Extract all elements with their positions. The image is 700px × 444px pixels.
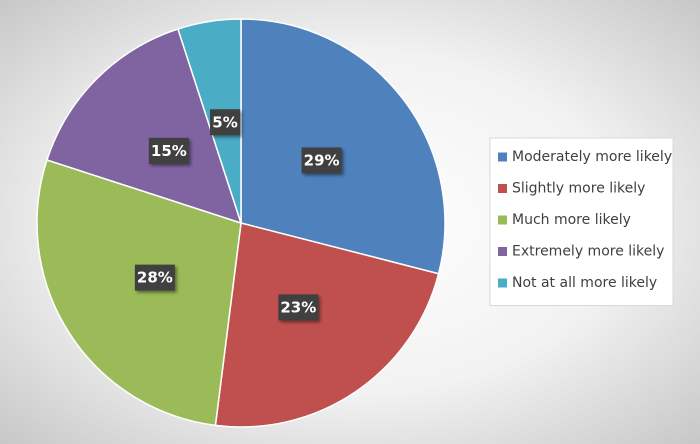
legend-swatch (498, 278, 507, 288)
value-label-box (148, 137, 189, 164)
value-label: 5% (212, 113, 237, 131)
value-label: 15% (151, 142, 187, 160)
pie: 29% 23% 28% 15% 5% (36, 18, 446, 428)
value-label-box (210, 109, 241, 136)
value-label: 28% (137, 269, 173, 287)
pie-slice (240, 18, 446, 275)
legend-label: Moderately more likely (512, 149, 672, 165)
legend-swatch (498, 215, 507, 225)
value-label-box (134, 264, 175, 291)
legend-label: Extremely more likely (512, 244, 664, 260)
value-label: 29% (304, 151, 340, 169)
pie-slice (177, 18, 242, 224)
legend-swatch (498, 247, 507, 256)
legend: Moderately more likely Slightly more like… (489, 137, 674, 306)
legend-swatch (498, 184, 507, 193)
pie-slice (214, 222, 440, 428)
legend-swatch (498, 152, 507, 162)
pie-slice (36, 159, 242, 427)
value-label-box (278, 294, 319, 321)
value-label: 23% (280, 298, 316, 316)
legend-label: Not at all more likely (512, 275, 657, 291)
value-label-box (301, 147, 342, 174)
legend-label: Much more likely (512, 212, 631, 228)
legend-box (489, 137, 674, 306)
pie-slice (46, 28, 243, 225)
legend-label: Slightly more likely (512, 181, 645, 197)
